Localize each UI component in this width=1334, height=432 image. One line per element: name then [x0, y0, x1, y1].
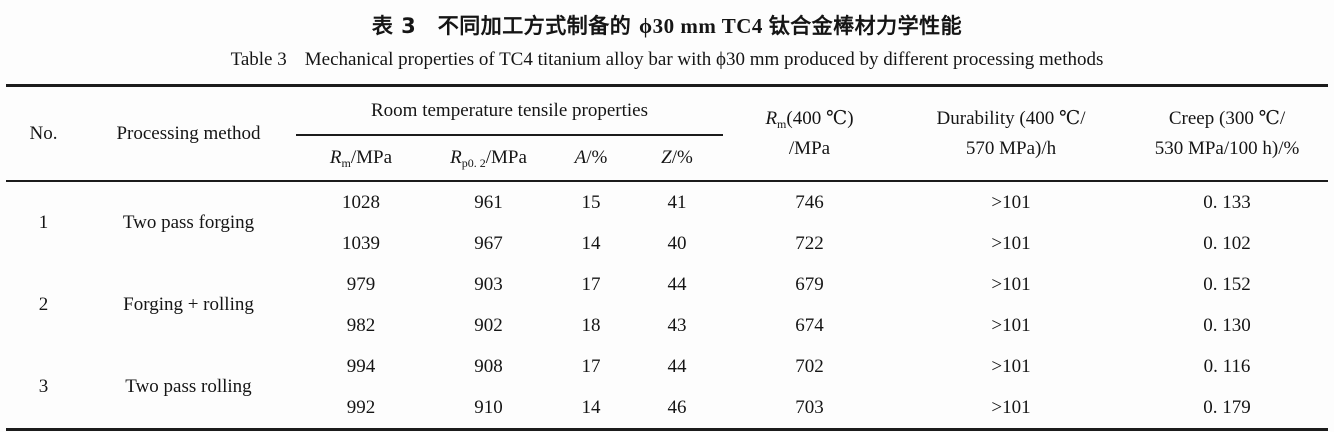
- table-row: 992 910 14 46 703 >101 0. 179: [6, 387, 1328, 430]
- a-rest: /%: [586, 147, 608, 169]
- rm400-symbol: R: [765, 107, 778, 129]
- cell-creep: 0. 130: [1203, 314, 1251, 336]
- header-rm-400: Rm(400 ℃) /MPa: [723, 85, 896, 182]
- cell-group-no: 3: [38, 376, 49, 398]
- cell-durability: >101: [991, 191, 1031, 213]
- cell-a: 17: [581, 355, 601, 377]
- rm400-subscript: m: [777, 116, 787, 131]
- cell-creep: 0. 102: [1203, 232, 1251, 254]
- durability-line1: Durability (400 ℃/: [936, 108, 1086, 130]
- header-durability: Durability (400 ℃/ 570 MPa)/h: [896, 85, 1126, 182]
- z-symbol: Z: [661, 147, 672, 169]
- header-a: A/%: [551, 135, 631, 182]
- mechanical-properties-table: No. Processing method Room temperature t…: [6, 84, 1328, 431]
- title-cn-latin: ϕ30 mm TC4: [639, 14, 769, 38]
- creep-line2: 530 MPa/100 h)/%: [1154, 137, 1300, 159]
- cell-z: 43: [667, 314, 687, 336]
- cell-z: 40: [667, 232, 687, 254]
- cell-durability: >101: [991, 314, 1031, 336]
- table-title-chinese: 表 3 不同加工方式制备的 ϕ30 mm TC4 钛合金棒材力学性能: [0, 0, 1334, 40]
- cell-rm400: 679: [795, 273, 824, 295]
- table-row: 1 Two pass forging 1028 961 15 41 746 >1…: [6, 181, 1328, 234]
- cell-rm400: 703: [795, 396, 824, 418]
- table-row: 2 Forging + rolling 979 903 17 44 679 >1…: [6, 264, 1328, 316]
- cell-durability: >101: [991, 273, 1031, 295]
- header-room-temp-group: Room temperature tensile properties: [296, 85, 723, 136]
- cell-z: 44: [667, 273, 687, 295]
- cell-rp02: 910: [474, 396, 503, 418]
- rm400-rest: (400 ℃): [786, 107, 854, 129]
- title-en-text: Mechanical properties of TC4 titanium al…: [304, 49, 1104, 70]
- header-creep: Creep (300 ℃/ 530 MPa/100 h)/%: [1126, 85, 1328, 182]
- cell-processing-method: Forging + rolling: [123, 294, 254, 316]
- cell-rm: 979: [346, 273, 376, 295]
- rp02-rest: /MPa: [485, 146, 527, 168]
- table-row: 1039 967 14 40 722 >101 0. 102: [6, 223, 1328, 264]
- cell-rm400: 722: [795, 232, 824, 254]
- table-title-english: Table 3 Mechanical properties of TC4 tita…: [0, 49, 1334, 71]
- rm400-line2: /MPa: [788, 137, 831, 159]
- cell-processing-method: Two pass forging: [122, 212, 255, 234]
- cell-z: 44: [667, 355, 687, 377]
- cell-processing-method: Two pass rolling: [125, 376, 252, 398]
- cell-rm: 992: [346, 396, 376, 418]
- creep-line1: Creep (300 ℃/: [1168, 108, 1286, 130]
- cell-a: 15: [581, 191, 601, 213]
- cell-creep: 0. 133: [1203, 191, 1251, 213]
- title-cn-prefix: 表 3 不同加工方式制备的: [371, 14, 640, 38]
- header-no: No.: [6, 85, 81, 182]
- cell-rp02: 967: [474, 232, 503, 254]
- cell-rm: 1039: [342, 232, 380, 254]
- cell-a: 14: [581, 232, 601, 254]
- cell-creep: 0. 116: [1203, 355, 1251, 377]
- table-row: 982 902 18 43 674 >101 0. 130: [6, 305, 1328, 346]
- header-rm: Rm/MPa: [296, 135, 426, 182]
- cell-durability: >101: [991, 396, 1031, 418]
- cell-durability: >101: [991, 355, 1031, 377]
- header-processing-method: Processing method: [81, 85, 296, 182]
- z-rest: /%: [671, 147, 693, 169]
- cell-a: 18: [581, 314, 601, 336]
- rp02-subscript: p0. 2: [461, 155, 486, 170]
- cell-a: 17: [581, 273, 601, 295]
- cell-rp02: 903: [474, 273, 503, 295]
- cell-creep: 0. 152: [1203, 273, 1251, 295]
- title-en-label: Table 3: [230, 49, 287, 70]
- cell-a: 14: [581, 396, 601, 418]
- cell-creep: 0. 179: [1203, 396, 1251, 418]
- title-cn-suffix: 钛合金棒材力学性能: [768, 14, 963, 38]
- rm-subscript: m: [341, 155, 351, 170]
- header-z: Z/%: [631, 135, 723, 182]
- cell-rm: 982: [346, 314, 376, 336]
- a-symbol: A: [574, 147, 587, 169]
- cell-rp02: 902: [474, 314, 503, 336]
- rp02-symbol: R: [450, 146, 462, 168]
- cell-durability: >101: [991, 232, 1031, 254]
- cell-rm400: 674: [795, 314, 824, 336]
- durability-line2: 570 MPa)/h: [965, 137, 1057, 159]
- cell-rm: 1028: [342, 191, 380, 213]
- cell-group-no: 2: [38, 294, 49, 316]
- cell-rm400: 702: [795, 355, 824, 377]
- cell-group-no: 1: [38, 212, 49, 234]
- cell-rm: 994: [346, 355, 376, 377]
- header-rp02: Rp0. 2/MPa: [426, 135, 551, 182]
- cell-z: 46: [667, 396, 687, 418]
- cell-rm400: 746: [795, 191, 824, 213]
- cell-z: 41: [667, 191, 687, 213]
- cell-rp02: 908: [474, 355, 503, 377]
- table-row: 3 Two pass rolling 994 908 17 44 702 >10…: [6, 346, 1328, 398]
- rm-rest: /MPa: [350, 146, 393, 168]
- cell-rp02: 961: [474, 191, 503, 213]
- rm-symbol: R: [329, 146, 342, 168]
